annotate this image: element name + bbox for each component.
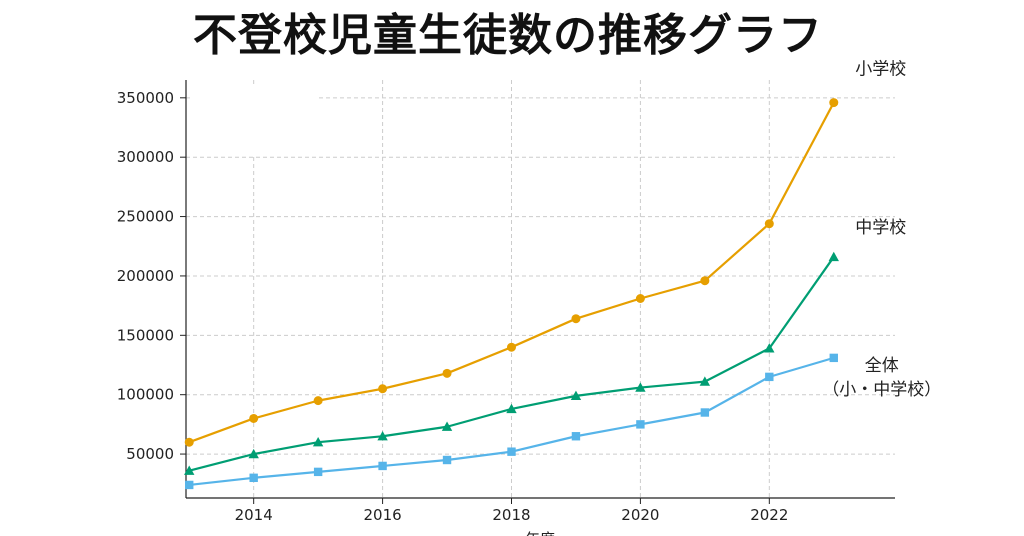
data-point <box>571 314 581 324</box>
data-point <box>765 372 774 382</box>
data-point <box>506 342 516 352</box>
y-tick-label: 250000 <box>117 208 174 226</box>
data-point <box>829 353 838 363</box>
series-group <box>184 98 839 490</box>
data-point <box>829 98 839 108</box>
data-point <box>442 368 452 378</box>
data-point <box>249 473 258 483</box>
data-point <box>636 420 645 429</box>
x-tick-label: 2022 <box>750 506 788 524</box>
data-point <box>184 437 194 447</box>
data-point <box>378 384 388 394</box>
data-point <box>700 408 710 417</box>
data-point <box>571 432 581 441</box>
axes <box>180 80 895 504</box>
data-point <box>635 294 645 303</box>
y-tick-label: 100000 <box>117 386 174 404</box>
x-tick-label: 2018 <box>492 506 530 524</box>
data-point <box>506 403 517 414</box>
data-point <box>764 343 775 353</box>
chart-title: 不登校児童生徒数の推移グラフ <box>193 10 823 61</box>
data-point <box>184 465 195 475</box>
data-point <box>570 390 582 401</box>
series-label: （小・中学校） <box>822 380 941 400</box>
y-tick-label: 200000 <box>117 267 174 285</box>
data-point <box>248 448 259 459</box>
data-point <box>377 431 388 441</box>
data-point <box>507 447 516 456</box>
x-tick-label: 2016 <box>363 506 401 524</box>
data-point <box>185 480 194 490</box>
data-point <box>635 382 646 392</box>
data-point <box>441 421 453 431</box>
x-tick-label: 2014 <box>235 506 273 524</box>
mask-overlay <box>192 84 318 156</box>
white-patch <box>192 84 318 156</box>
data-point <box>313 467 323 477</box>
grid-lines <box>186 80 895 498</box>
y-tick-labels: 50000 100000 150000 200000 250000 300000 35000… <box>117 89 174 463</box>
x-tick-label: 2020 <box>621 506 659 524</box>
y-tick-label: 350000 <box>117 89 174 107</box>
y-tick-label: 300000 <box>117 148 174 166</box>
series-label: 全体 <box>865 356 899 376</box>
data-point <box>249 413 259 423</box>
data-point <box>378 461 387 471</box>
y-tick-label: 50000 <box>126 445 174 463</box>
data-point <box>828 251 839 262</box>
y-tick-label: 150000 <box>117 326 174 344</box>
series-label: 小学校 <box>855 60 906 80</box>
data-point <box>699 376 711 386</box>
data-point <box>442 455 452 465</box>
data-point <box>312 436 324 447</box>
data-point <box>700 276 710 286</box>
x-tick-labels: 2014 2016 2018 2020 2022 <box>235 506 789 524</box>
x-axis-label: 年度 <box>525 530 555 536</box>
data-point <box>764 219 774 229</box>
data-point <box>313 396 323 406</box>
series-label: 中学校 <box>855 218 906 238</box>
